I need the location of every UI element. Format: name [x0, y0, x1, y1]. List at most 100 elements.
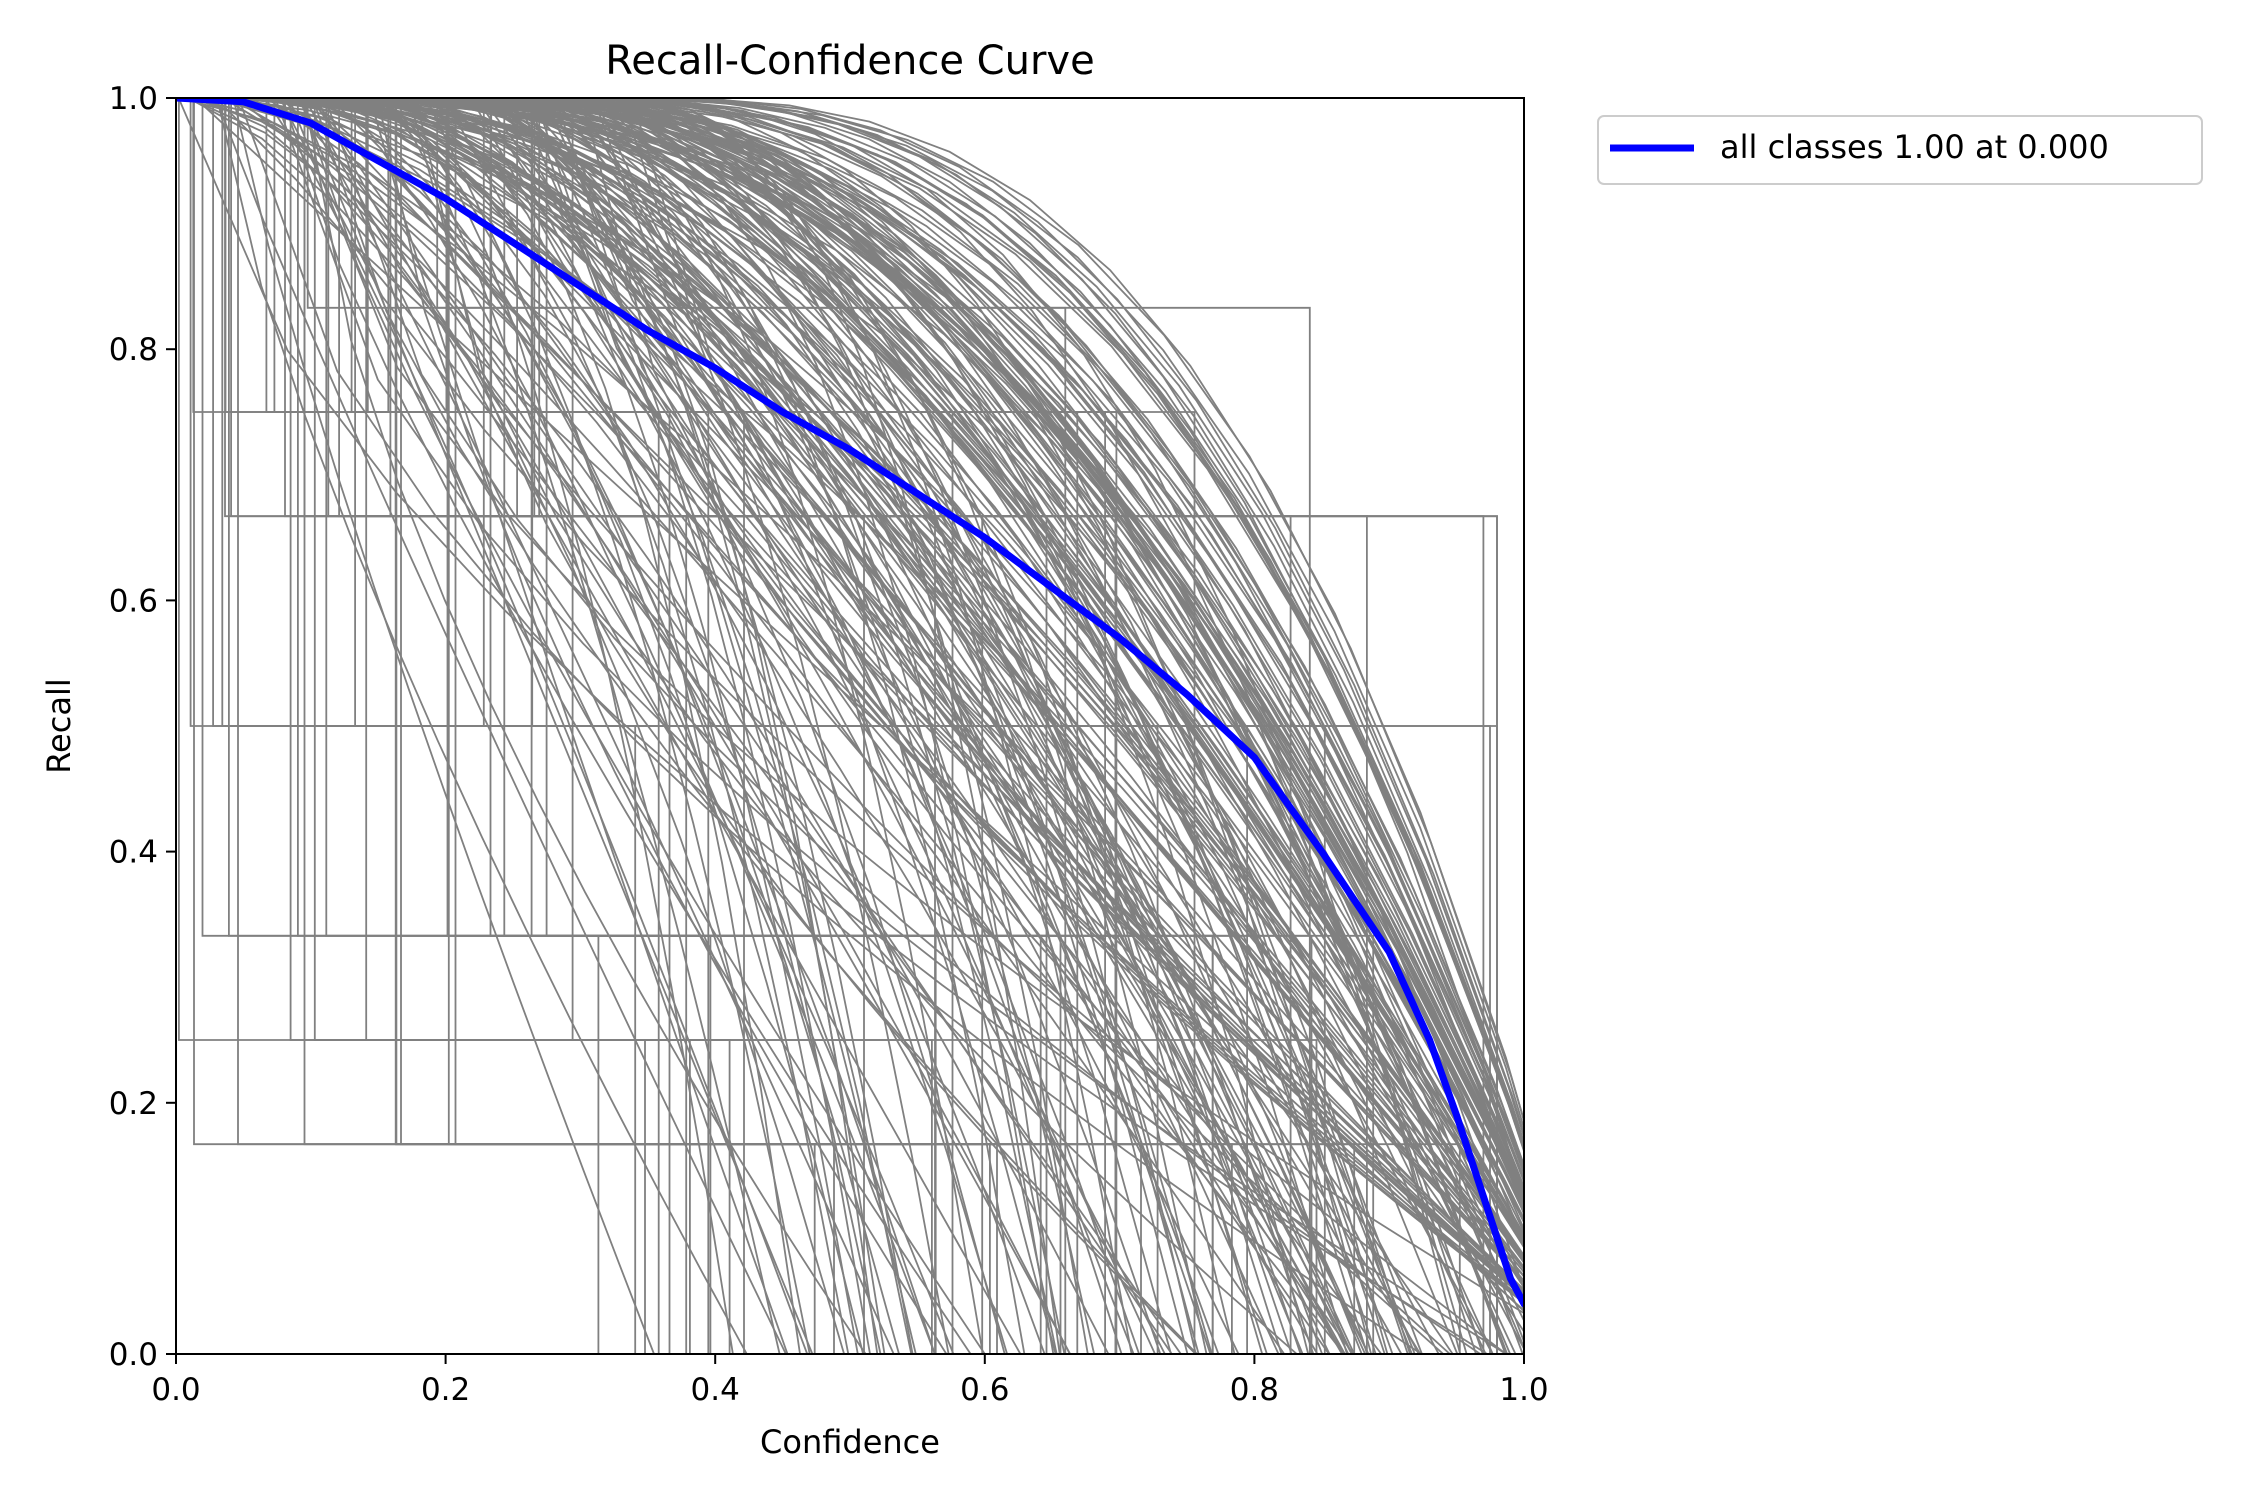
class-curve	[176, 98, 1346, 1354]
x-tick-label: 0.6	[960, 1372, 1009, 1408]
class-curve	[176, 98, 1182, 1354]
class-curve	[176, 98, 1524, 1303]
x-tick-label: 1.0	[1499, 1372, 1548, 1408]
class-curve	[176, 98, 1264, 1354]
class-curve	[176, 98, 1524, 1215]
class-curve	[176, 98, 1524, 1258]
class-curve	[176, 98, 1508, 1354]
class-curve	[176, 98, 1524, 1304]
class-curve	[176, 98, 1507, 1354]
y-tick-label: 0.4	[109, 835, 158, 871]
class-curve	[176, 98, 1524, 1200]
class-curve	[176, 98, 986, 1354]
class-curve	[176, 98, 1524, 1334]
class-curve	[176, 98, 787, 1354]
plot-area	[175, 97, 1525, 1355]
class-curve	[176, 98, 748, 1354]
class-curve	[176, 98, 789, 1354]
class-curve	[176, 98, 809, 1354]
class-curve	[176, 98, 1524, 1195]
class-curve	[176, 98, 1248, 1354]
class-curve	[176, 98, 1220, 1354]
class-curve	[176, 98, 1524, 1284]
class-curve	[176, 98, 1162, 1354]
class-curve	[176, 98, 1173, 1354]
class-curve	[176, 98, 1524, 1292]
class-curve	[176, 98, 1057, 1354]
class-curve	[176, 98, 1524, 1153]
x-axis-ticks: 0.0 0.2 0.4 0.6 0.8 1.0	[151, 1354, 1549, 1408]
plot-frame	[175, 97, 1525, 1355]
class-curve	[176, 98, 1022, 1354]
class-curve	[176, 98, 1346, 1354]
y-tick-label: 0.8	[109, 332, 158, 368]
class-curve	[176, 98, 1524, 1125]
class-curve	[176, 98, 955, 1354]
class-curve	[176, 98, 1524, 1154]
class-curve	[176, 98, 1524, 1225]
all-classes-curve-group	[176, 98, 1524, 1308]
x-tick-label: 0.0	[151, 1372, 200, 1408]
class-curve	[176, 98, 1517, 1354]
chart-title: Recall-Confidence Curve	[605, 38, 1094, 84]
class-curve	[176, 98, 1524, 1278]
y-tick-label: 1.0	[109, 81, 158, 117]
y-tick-label: 0.6	[109, 583, 158, 619]
class-curve	[176, 98, 1524, 1284]
class-curve	[176, 98, 1481, 1354]
x-axis-label: Confidence	[760, 1423, 940, 1461]
class-curve	[176, 98, 1071, 1354]
class-curve	[176, 98, 655, 1354]
class-curve	[176, 98, 1524, 1271]
per-class-curves	[176, 98, 1524, 1354]
legend: all classes 1.00 at 0.000	[1597, 115, 2203, 185]
class-curve	[176, 98, 801, 1354]
class-curve	[176, 98, 1459, 1354]
class-curve	[176, 98, 1524, 1242]
legend-box	[1597, 115, 2203, 185]
class-curve	[176, 98, 1507, 1354]
class-curve	[176, 98, 1117, 1354]
class-curve	[176, 98, 1422, 1354]
class-curve	[176, 98, 1524, 1245]
class-curve	[176, 98, 1524, 1302]
class-curve	[176, 98, 900, 1354]
class-curve	[176, 98, 895, 1354]
class-curve	[176, 98, 734, 1354]
y-axis-label: Recall	[40, 678, 78, 773]
class-curve	[176, 98, 998, 1354]
class-curve	[176, 98, 1524, 1283]
x-tick-label: 0.4	[691, 1372, 740, 1408]
class-curve	[176, 98, 1524, 1204]
class-curve	[176, 98, 1311, 1354]
x-tick-label: 0.8	[1230, 1372, 1279, 1408]
class-curve	[176, 98, 1350, 1354]
class-curve	[176, 98, 1214, 1354]
class-curve	[176, 98, 1197, 1354]
class-curve	[176, 98, 936, 1354]
y-tick-label: 0.0	[109, 1337, 158, 1373]
legend-label: all classes 1.00 at 0.000	[1720, 128, 2109, 166]
y-tick-label: 0.2	[109, 1086, 158, 1122]
all-classes-curve	[176, 98, 1524, 1308]
class-curve	[176, 98, 1524, 1298]
class-curve	[176, 98, 1524, 1265]
class-curve	[176, 98, 1110, 1354]
class-curve	[176, 98, 1524, 1315]
class-curve	[176, 98, 991, 1354]
class-curve	[176, 98, 1353, 1354]
class-curve	[176, 98, 864, 1354]
class-curve	[176, 98, 1524, 1296]
class-curve	[176, 98, 1326, 1354]
class-curve	[176, 98, 1454, 1354]
class-curve	[176, 98, 1524, 1291]
class-curve	[176, 98, 1198, 1354]
class-curve	[176, 98, 712, 1354]
y-axis-ticks: 0.0 0.2 0.4 0.6 0.8 1.0	[109, 81, 176, 1373]
class-curve	[176, 98, 1055, 1354]
x-tick-label: 0.2	[421, 1372, 470, 1408]
class-curve	[176, 98, 867, 1354]
class-curve	[176, 98, 1067, 1354]
class-curve	[176, 98, 1524, 1279]
